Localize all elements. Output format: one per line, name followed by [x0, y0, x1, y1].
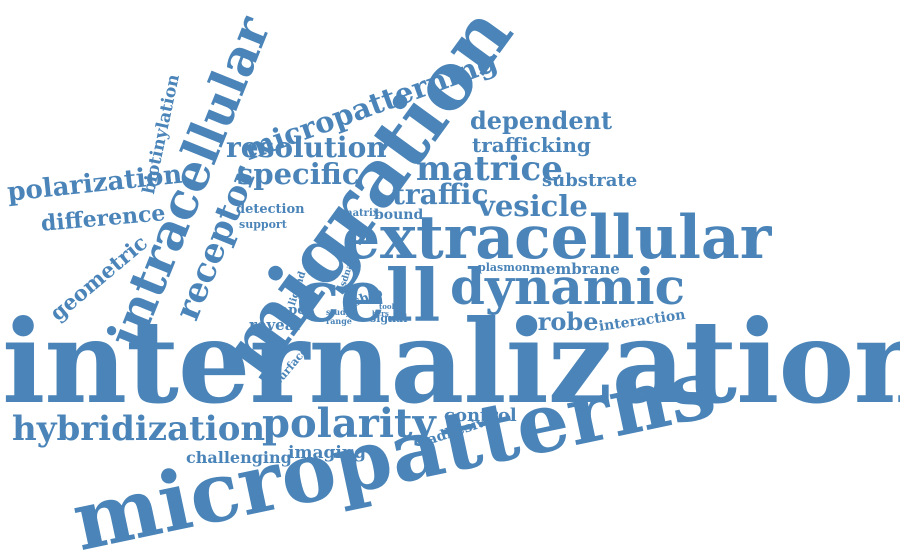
word-detection: detection — [236, 202, 305, 217]
word-bcrs: bcrs — [372, 309, 389, 318]
word-membrane: membrane — [530, 260, 620, 278]
word-reveal: reveal — [249, 316, 301, 334]
word-plasmon: plasmon — [478, 261, 531, 274]
word-control: control — [444, 405, 517, 426]
word-resolution: resolution — [226, 131, 387, 164]
word-hybridization: hybridization — [12, 409, 266, 449]
word-internalization: internalization — [2, 295, 900, 429]
word-support: support — [239, 218, 287, 231]
word-traffic: traffic — [392, 178, 489, 211]
word-substrate: substrate — [542, 170, 638, 191]
word-probe: probe — [521, 307, 599, 336]
word-matrice: matrice — [416, 149, 563, 189]
word-challenging: challenging — [186, 448, 292, 467]
word-tool: tool — [379, 302, 395, 311]
word-dynamic: dynamic — [450, 257, 686, 316]
word-vesicle: vesicle — [478, 189, 588, 223]
word-specific: specific — [237, 157, 360, 191]
word-polarity: polarity — [262, 400, 436, 447]
word-signal: signal — [370, 312, 408, 325]
word-extracellular: extracellular — [342, 203, 772, 273]
word-shape: shape — [263, 303, 306, 318]
word-trafficking: trafficking — [472, 133, 591, 157]
word-bound: bound — [374, 207, 424, 223]
word-cell: cell — [296, 253, 441, 338]
word-study: study — [326, 307, 351, 317]
word-imaging: imaging — [288, 443, 367, 463]
word-matrix: matrix — [342, 208, 379, 219]
word-range: range — [326, 316, 352, 326]
word-dependent: dependent — [470, 106, 613, 135]
